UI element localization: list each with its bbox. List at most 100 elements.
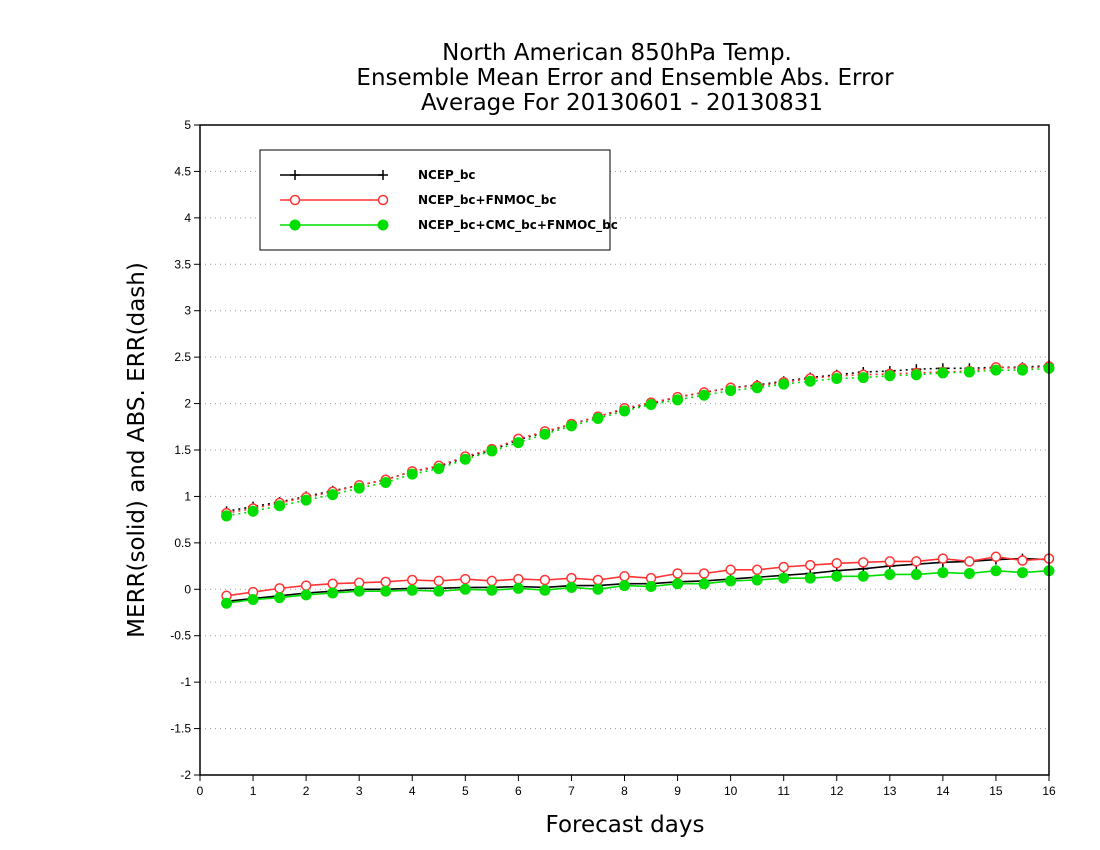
series-3-abserr-line bbox=[226, 367, 1050, 517]
legend-marker-1-start bbox=[290, 170, 300, 180]
series-3-abserr-point bbox=[698, 389, 710, 401]
series-3-abserr-point bbox=[274, 500, 286, 512]
series-2-merr-point bbox=[698, 568, 710, 579]
series-3-merr-point bbox=[698, 578, 710, 590]
series-2-merr-point bbox=[300, 580, 312, 591]
series-3-merr-point bbox=[433, 585, 445, 597]
series-2-merr-point bbox=[327, 578, 338, 589]
y-tick-label: -1.5 bbox=[170, 722, 191, 736]
series-3-merr-point bbox=[804, 572, 816, 584]
series-3-merr-point bbox=[857, 570, 869, 582]
series-2-merr-point bbox=[566, 572, 577, 584]
series-2-merr-point bbox=[433, 575, 445, 587]
series-2-merr-point bbox=[1017, 555, 1028, 566]
series-3-abserr-point bbox=[380, 477, 392, 488]
legend-label-2: NCEP_bc+FNMOC_bc bbox=[418, 193, 557, 208]
series-3-merr-point bbox=[353, 585, 365, 597]
series-2-merr-point bbox=[513, 573, 524, 585]
y-axis-label: MERR(solid) and ABS. ERR(dash) bbox=[124, 262, 150, 638]
series-3-merr-point bbox=[910, 568, 922, 580]
series-3-merr-point bbox=[247, 594, 259, 605]
x-axis-label: Forecast days bbox=[546, 812, 705, 838]
x-tick-label: 1 bbox=[250, 784, 257, 798]
series-2 bbox=[221, 361, 1055, 602]
series-layer bbox=[221, 360, 1055, 609]
series-3-merr-point bbox=[327, 587, 339, 599]
series-2-merr-point bbox=[804, 559, 816, 571]
series-3-merr-line bbox=[226, 569, 1050, 605]
chart-title-line-2: Ensemble Mean Error and Ensemble Abs. Er… bbox=[356, 65, 894, 91]
series-3-merr-point bbox=[512, 582, 524, 594]
series-2-merr-point bbox=[486, 575, 498, 587]
series-3-merr-point bbox=[778, 572, 790, 584]
series-3-merr-point bbox=[672, 578, 684, 590]
x-tick-label: 14 bbox=[936, 784, 950, 798]
series-3-merr-point bbox=[831, 570, 843, 582]
series-2-merr-point bbox=[380, 576, 391, 588]
series-3-abserr-point bbox=[486, 445, 498, 457]
legend-marker-3-end bbox=[377, 219, 389, 231]
series-2-merr-point bbox=[274, 583, 285, 594]
series-1-merr-line bbox=[226, 557, 1050, 603]
x-tick-label: 8 bbox=[621, 784, 628, 798]
x-tick-label: 13 bbox=[883, 784, 897, 798]
y-tick-label: 0.5 bbox=[174, 536, 191, 550]
y-tick-label: 2.5 bbox=[174, 350, 191, 364]
series-3-abserr-point bbox=[937, 367, 949, 379]
x-tick-label: 11 bbox=[777, 784, 790, 798]
x-axis-ticks: 0 1 2 3 4 5 6 7 8 9 10 11 12 13 14 15 16 bbox=[197, 775, 1056, 798]
x-tick-label: 2 bbox=[303, 784, 310, 798]
y-tick-label: 1.5 bbox=[174, 443, 191, 457]
x-tick-label: 15 bbox=[989, 784, 1003, 798]
y-tick-label: -2 bbox=[180, 768, 191, 782]
series-3-merr-point bbox=[645, 581, 657, 592]
y-tick-label: 0 bbox=[184, 582, 191, 596]
series-1-abserr-line bbox=[226, 364, 1050, 513]
series-3-abserr-point bbox=[353, 482, 365, 494]
series-3-abserr-point bbox=[804, 375, 816, 387]
x-tick-label: 16 bbox=[1042, 784, 1056, 798]
y-axis-ticks: -2 -1.5 -1 -0.5 0 0.5 1 1.5 2 2.5 3 3.5 4 4.5 5 bbox=[170, 118, 200, 782]
series-2-merr-point bbox=[460, 573, 471, 585]
series-1 bbox=[221, 360, 1054, 607]
series-3-merr-point bbox=[751, 574, 763, 586]
series-2-merr-point bbox=[592, 574, 604, 586]
series-3-abserr-point bbox=[672, 394, 684, 406]
series-3-abserr-point bbox=[645, 399, 657, 410]
series-3-merr-point bbox=[565, 581, 577, 593]
y-tick-label: -1 bbox=[180, 675, 191, 689]
series-3-merr-point bbox=[990, 565, 1002, 577]
series-3-merr-point bbox=[274, 592, 286, 604]
x-tick-label: 7 bbox=[568, 784, 575, 798]
y-tick-label: 4 bbox=[184, 211, 191, 225]
series-3-abserr-point bbox=[592, 412, 604, 424]
x-tick-label: 12 bbox=[830, 784, 844, 798]
legend-label-1: NCEP_bc bbox=[418, 168, 476, 183]
series-2-merr-point bbox=[964, 556, 975, 567]
series-3-merr-point bbox=[380, 585, 392, 597]
legend-marker-2-start bbox=[289, 194, 301, 206]
series-3-merr-point bbox=[1016, 567, 1028, 579]
series-3-abserr-point bbox=[1016, 364, 1028, 376]
series-3-abserr-point bbox=[751, 382, 763, 394]
series-3-merr-point bbox=[539, 584, 551, 596]
x-tick-label: 9 bbox=[674, 784, 681, 798]
series-3-abserr-point bbox=[247, 505, 259, 517]
series-3-abserr-point bbox=[990, 364, 1002, 376]
legend-marker-2-end bbox=[377, 194, 389, 206]
series-3-merr-point bbox=[592, 583, 604, 595]
series-3-abserr-point bbox=[884, 370, 896, 382]
series-2-merr-point bbox=[539, 574, 551, 586]
series-2-merr-point bbox=[725, 564, 736, 576]
y-tick-label: 3.5 bbox=[174, 257, 191, 271]
series-3-abserr-point bbox=[221, 510, 233, 522]
series-3-merr-point bbox=[459, 583, 471, 595]
series-3-abserr-point bbox=[910, 369, 922, 381]
series-2-merr-point bbox=[858, 557, 869, 568]
series-3-abserr-point bbox=[778, 378, 790, 390]
series-3 bbox=[221, 362, 1055, 609]
series-2-merr-point bbox=[672, 568, 683, 579]
legend-marker-3-start bbox=[289, 219, 301, 231]
x-tick-label: 0 bbox=[197, 784, 204, 798]
series-3-abserr-point bbox=[539, 428, 551, 440]
